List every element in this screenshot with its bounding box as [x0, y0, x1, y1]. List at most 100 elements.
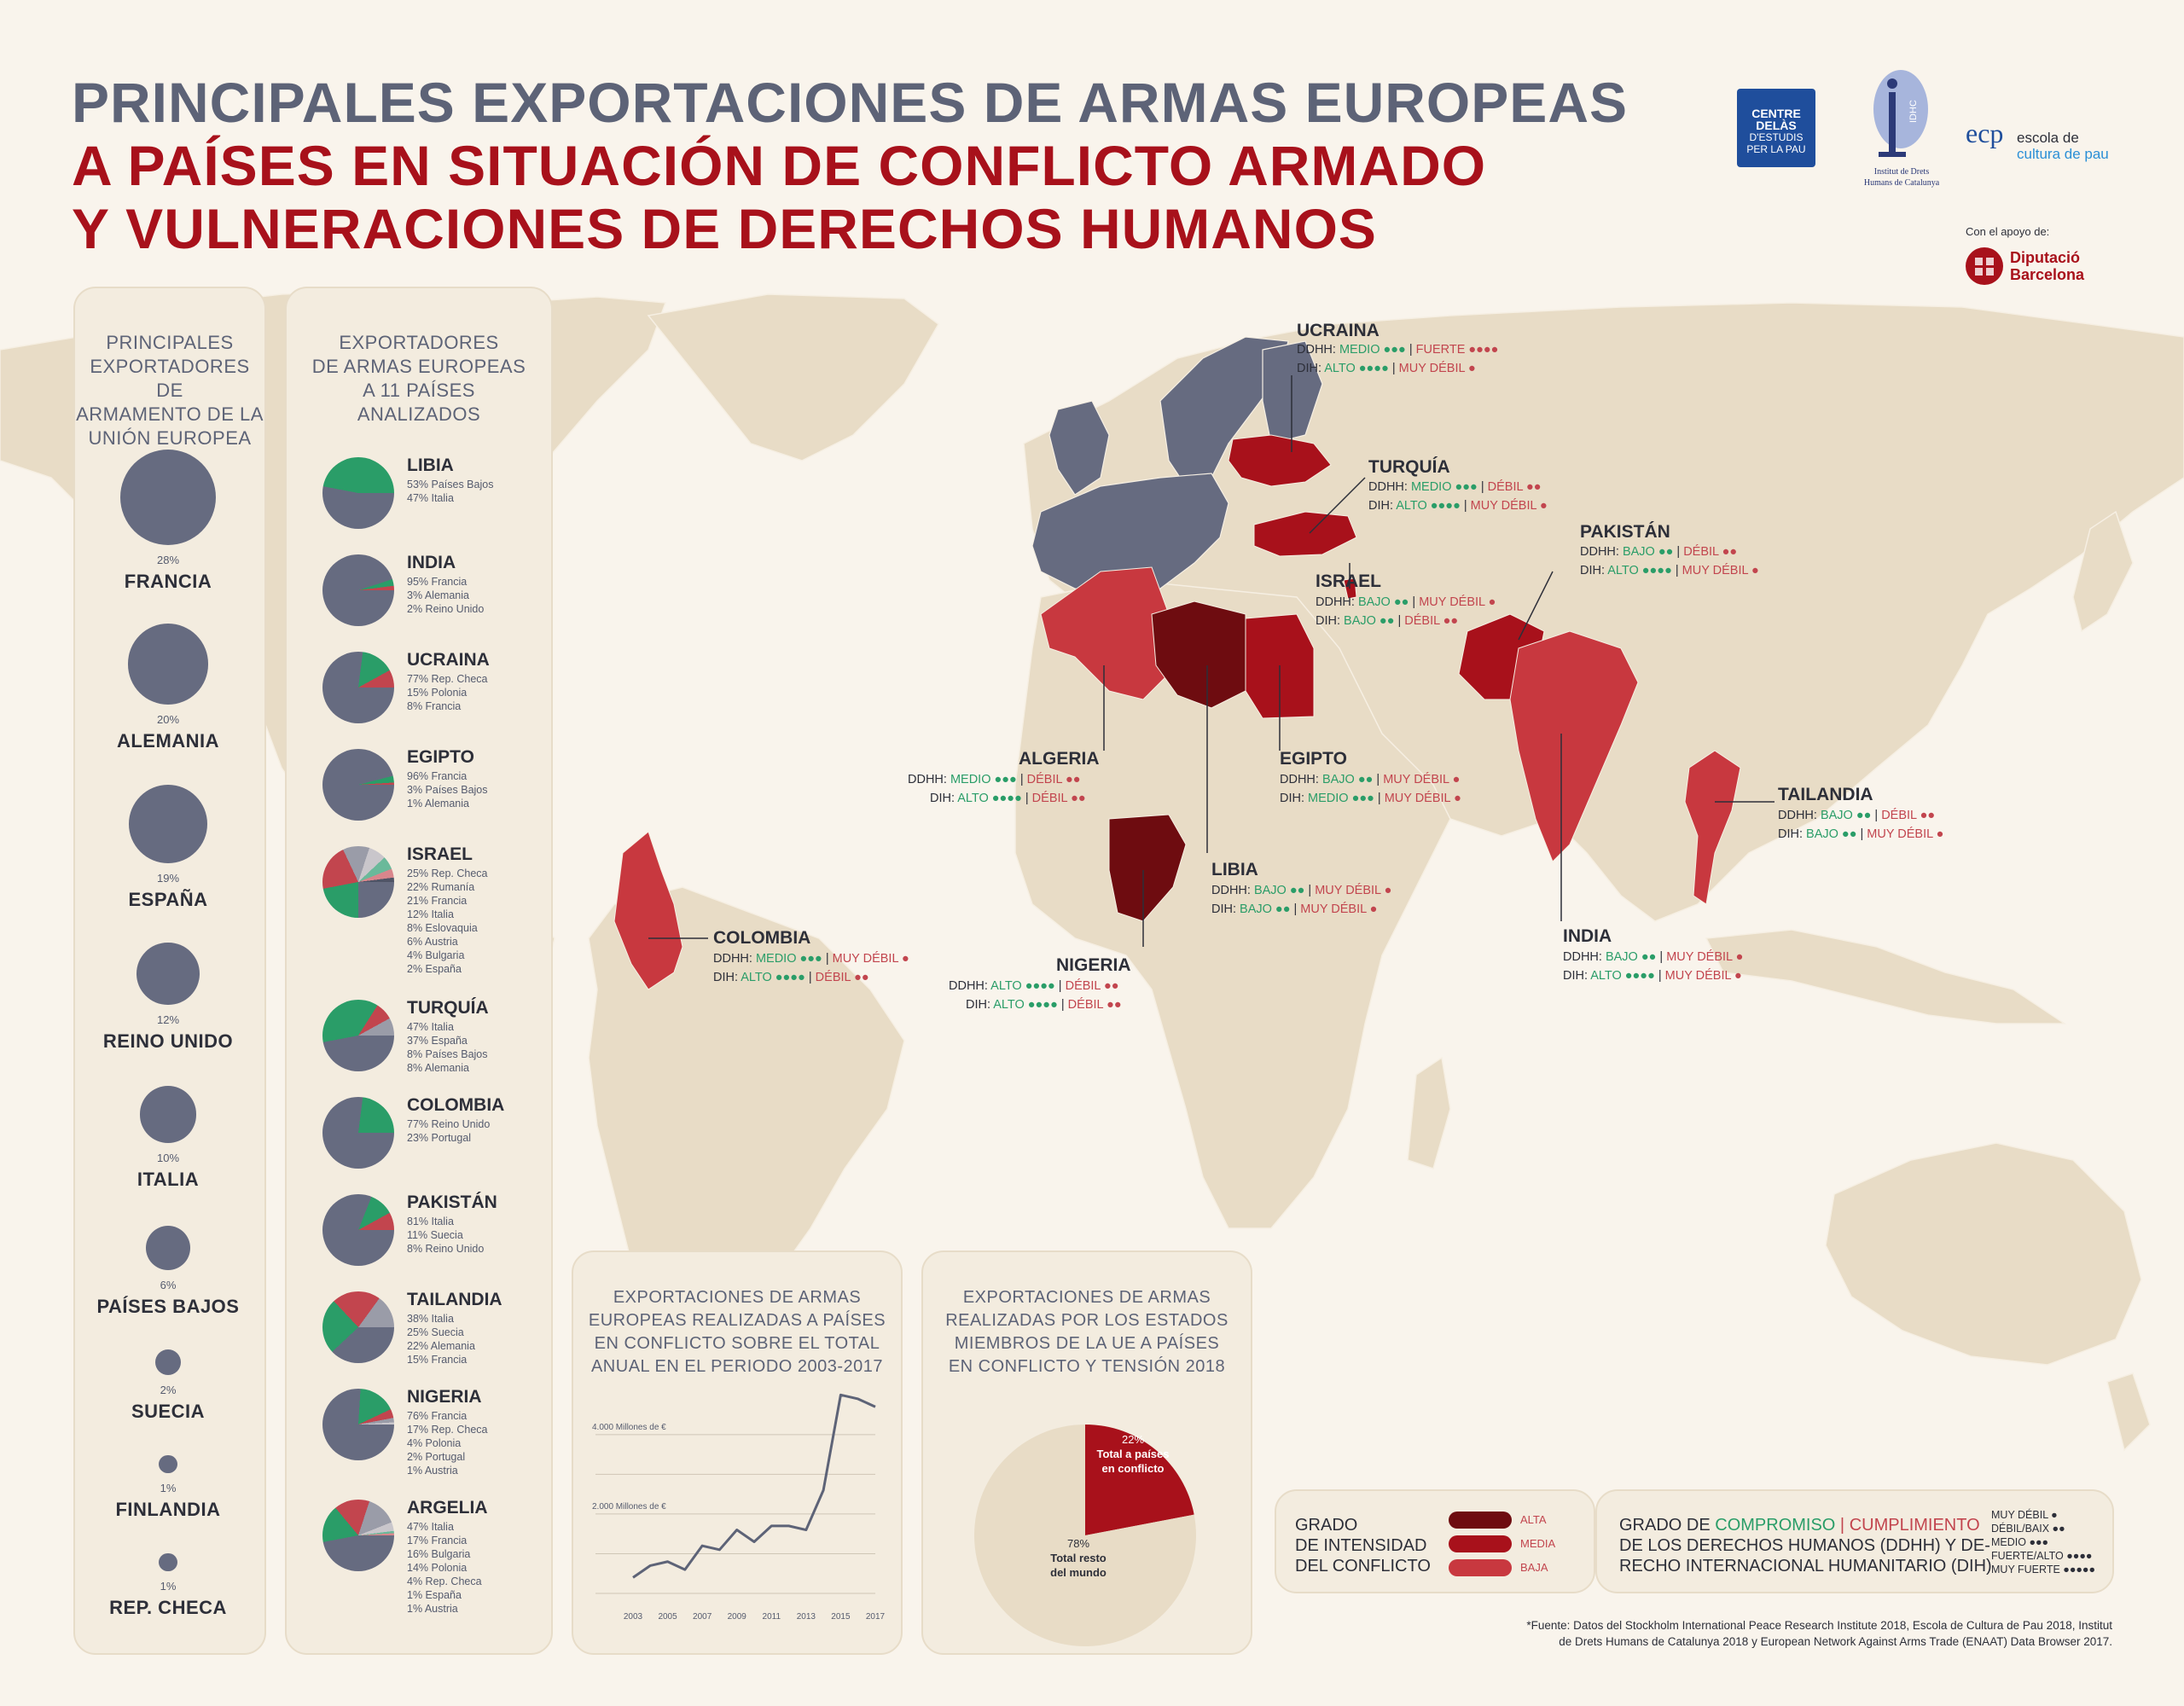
source-line: de Drets Humans de Catalunya 2018 y Euro… — [1559, 1635, 2112, 1648]
source-note: *Fuente: Datos del Stockholm Internation… — [1305, 1617, 2112, 1650]
importer-share-line: 1% Austria — [407, 1465, 458, 1477]
map-label-colombia-dih: DIH: ALTO ●●●● | DÉBIL ●● — [713, 971, 869, 984]
exporter-name: SUECIA — [131, 1401, 206, 1422]
label-sep: | — [1394, 614, 1405, 628]
chart-title-line: EUROPEAS REALIZADAS A PAÍSES — [588, 1311, 886, 1330]
exporter-bubble — [136, 942, 200, 1005]
chart-title-line: REALIZADAS POR LOS ESTADOS — [945, 1311, 1228, 1330]
label-compliance: MUY DÉBIL ● — [1419, 595, 1496, 609]
importer-share-line: 53% Países Bajos — [407, 479, 494, 490]
label-sep: | — [1477, 480, 1488, 494]
logo-text: PER LA PAU — [1746, 143, 1806, 155]
japan — [2072, 510, 2134, 633]
legend-swatch-alta — [1449, 1512, 1512, 1529]
importer-pie — [322, 846, 394, 918]
line-chart-x-tick: 2009 — [728, 1612, 747, 1622]
ecp-mark: ecp — [1966, 118, 2004, 148]
map-label-algeria-ddhh: DDHH: MEDIO ●●● | DÉBIL ●● — [908, 773, 1081, 786]
label-key: DIH: — [1368, 499, 1397, 513]
africa — [1014, 579, 1451, 1229]
importer-share-line: 77% Reino Unido — [407, 1118, 491, 1130]
importer-share-line: 2% Reino Unido — [407, 603, 485, 615]
panel-title-line: A 11 PAÍSES — [363, 380, 475, 401]
map-label-libya-dih: DIH: BAJO ●● | MUY DÉBIL ● — [1211, 902, 1377, 916]
label-sep: | — [822, 952, 833, 966]
label-key: DDHH: — [949, 979, 991, 993]
label-compliance: DÉBIL ●● — [1881, 809, 1936, 822]
importer-name: INDIA — [407, 553, 456, 572]
logo-text: Diputació — [2010, 249, 2081, 266]
nigeria-shape — [1108, 814, 1187, 922]
label-compliance: MUY DÉBIL ● — [1315, 884, 1392, 897]
intensity-legend: GRADO DE INTENSIDAD DEL CONFLICTO ALTA M… — [1275, 1489, 1595, 1593]
importer-share-line: 8% Francia — [407, 700, 462, 712]
importer-share-line: 96% Francia — [407, 770, 468, 782]
panel-title-line: ANALIZADOS — [357, 403, 481, 425]
label-compliance: DÉBIL ●● — [1487, 480, 1542, 494]
panel-title-line: EXPORTADORES — [339, 332, 499, 353]
importer-share-line: 47% Italia — [407, 1021, 454, 1033]
label-key: DDHH: — [713, 952, 756, 966]
importer-pie — [322, 652, 394, 723]
label-compliance: DÉBIL ●● — [1026, 773, 1081, 786]
line-chart-x-tick: 2015 — [831, 1612, 851, 1622]
label-sep: | — [1671, 564, 1682, 577]
importer-pie — [322, 457, 394, 529]
panel-title-line: PRINCIPALES — [106, 332, 234, 353]
map-label-pakistan-dih: DIH: ALTO ●●●● | MUY DÉBIL ● — [1580, 564, 1759, 577]
label-compromise: BAJO ●● — [1321, 773, 1374, 786]
chart-title-line: EXPORTACIONES DE ARMAS — [613, 1288, 862, 1307]
line-chart: 2.000 Millones de € 4.000 Millones de € 20… — [592, 1393, 886, 1622]
exporter-name: ESPAÑA — [128, 889, 208, 910]
support-label: Con el apoyo de: — [1966, 225, 2050, 238]
importer-name: EGIPTO — [407, 747, 474, 767]
map-label-nigeria-dih: DIH: ALTO ●●●● | DÉBIL ●● — [966, 998, 1122, 1012]
label-compliance: MUY DÉBIL ● — [1682, 564, 1759, 577]
logo-text: cultura de pau — [2017, 146, 2109, 162]
big-pie-label: Total resto — [1050, 1552, 1107, 1564]
importer-name: PAKISTÁN — [407, 1192, 497, 1212]
legend-title-compromise: COMPROMISO — [1715, 1516, 1836, 1535]
importer-name: LIBIA — [407, 456, 454, 475]
label-compliance: MUY DÉBIL ● — [1383, 773, 1461, 786]
chart-title-line: MIEMBROS DE LA UE A PAÍSES — [954, 1334, 1220, 1353]
importer-name: ISRAEL — [407, 844, 473, 864]
label-compliance: MUY DÉBIL ● — [1666, 950, 1744, 964]
exporter-bubble — [127, 624, 209, 705]
line-chart-title: EXPORTACIONES DE ARMAS EUROPEAS REALIZAD… — [573, 1286, 901, 1378]
importer-name: UCRAINA — [407, 650, 490, 670]
importer-share-line: 37% España — [407, 1035, 468, 1047]
map-label-india-ddhh: DDHH: BAJO ●● | MUY DÉBIL ● — [1563, 950, 1743, 964]
legend-swatch-media — [1449, 1535, 1512, 1552]
line-chart-x-tick: 2011 — [763, 1612, 781, 1622]
legend-label-media: MEDIA — [1520, 1537, 1556, 1550]
label-compromise: BAJO ●● — [1253, 884, 1305, 897]
label-key: DIH: — [1563, 969, 1591, 983]
map-label-egypt-name: EGIPTO — [1280, 749, 1347, 769]
panel-title-line: UNIÓN EUROPEA — [88, 427, 252, 449]
legend-title-line: DE INTENSIDAD — [1295, 1536, 1427, 1555]
label-compromise: BAJO ●● — [1240, 902, 1291, 916]
label-sep: | — [1388, 362, 1399, 375]
label-compromise: BAJO ●● — [1605, 950, 1657, 964]
colombia-shape — [613, 831, 683, 990]
line-chart-series — [632, 1393, 876, 1579]
label-compliance: MUY DÉBIL ● — [1300, 902, 1378, 916]
legend-scale-item: FUERTE/ALTO ●●●● — [1991, 1550, 2093, 1562]
label-key: DIH: — [1778, 827, 1807, 841]
big-pie-slice — [974, 1425, 1196, 1646]
label-compromise: BAJO ●● — [1357, 595, 1409, 609]
importer-share-line: 14% Polonia — [407, 1562, 468, 1574]
importer-share-line: 6% Austria — [407, 936, 458, 948]
centre-delas-logo: CENTRE DELÀS D'ESTUDIS PER LA PAU — [1737, 89, 1815, 167]
importer-share-line: 22% Alemania — [407, 1340, 475, 1352]
southeast-asia-islands — [1705, 929, 2067, 1024]
exporter-bubble — [159, 1454, 177, 1473]
map-label-thailand-ddhh: DDHH: BAJO ●● | DÉBIL ●● — [1778, 809, 1935, 822]
label-compromise: BAJO ●● — [1344, 614, 1395, 628]
ecp-logo: ecp escola de cultura de pau — [1966, 118, 2119, 169]
exporter-name: REINO UNIDO — [102, 1030, 234, 1052]
legend-label-alta: ALTA — [1520, 1513, 1547, 1526]
line-chart-x-tick: 2017 — [866, 1612, 886, 1622]
label-sep: | — [1054, 979, 1066, 993]
